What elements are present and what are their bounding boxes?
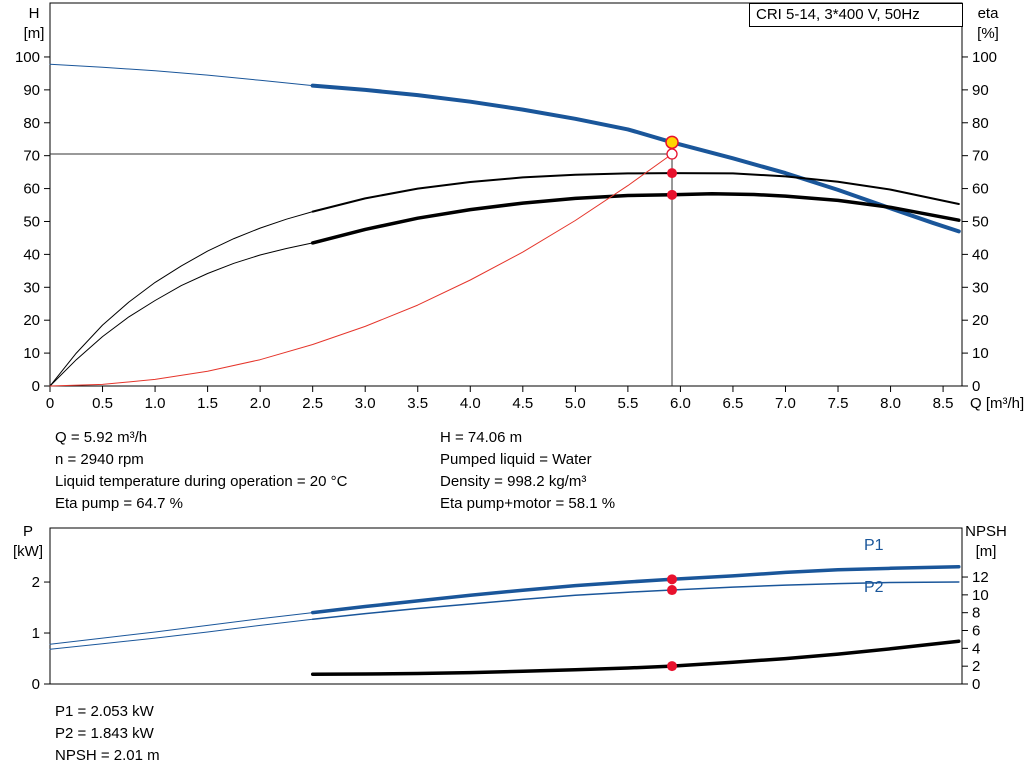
y-left-tick-label: 50 xyxy=(23,213,40,230)
y-right-tick-label: 12 xyxy=(972,569,989,586)
eta-axis-label: eta xyxy=(977,5,999,22)
p1-curve-thin xyxy=(49,612,314,645)
y-left-tick-label: 0 xyxy=(32,378,40,395)
p1-duty-point xyxy=(667,574,678,585)
p2-curve-thin xyxy=(49,618,314,650)
y-right-tick-label: 70 xyxy=(972,148,989,165)
npsh-axis-label: NPSH xyxy=(965,523,1007,540)
y-left-tick-label: 80 xyxy=(23,115,40,132)
flow-value: Q = 5.92 m³/h xyxy=(55,429,148,446)
density-value: Density = 998.2 kg/m³ xyxy=(440,473,587,490)
p1-curve-label: P1 xyxy=(864,537,884,554)
y-left-tick-label: 1 xyxy=(32,625,40,642)
x-axis-label: Q [m³/h] xyxy=(970,395,1024,412)
duty-info-left-column: Q = 5.92 m³/h n = 2940 rpm Liquid temper… xyxy=(55,428,347,516)
pumped-liquid-value: Pumped liquid = Water xyxy=(440,451,592,468)
eta-pump-motor-value: Eta pump+motor = 58.1 % xyxy=(440,495,616,512)
y-left-tick-label: 70 xyxy=(23,148,40,165)
p2-duty-point xyxy=(667,585,678,596)
y-left-tick-label: 20 xyxy=(23,312,40,329)
actual-duty-point xyxy=(665,135,679,150)
eta-pump-value: Eta pump = 64.7 % xyxy=(55,495,183,512)
eta-axis-unit: [%] xyxy=(977,25,999,42)
y-right-tick-label: 2 xyxy=(972,658,980,675)
result-panel: P1 = 2.053 kW P2 = 1.843 kW NPSH = 2.01 … xyxy=(55,702,160,768)
h-q-chart-frame xyxy=(49,2,963,387)
y-right-tick-label: 0 xyxy=(972,676,980,693)
p2-curve xyxy=(311,581,960,621)
y-left-tick-label: 30 xyxy=(23,279,40,296)
y-right-tick-label: 90 xyxy=(972,82,989,99)
power-npsh-chart-frame xyxy=(49,527,963,685)
x-tick-label: 6.0 xyxy=(670,395,691,412)
eta-pump-duty-point xyxy=(667,168,678,179)
y-right-tick-label: 10 xyxy=(972,345,989,362)
y-right-tick-label: 60 xyxy=(972,181,989,198)
x-tick-label: 1.0 xyxy=(145,395,166,412)
y-right-tick-label: 80 xyxy=(972,115,989,132)
y-right-tick-label: 0 xyxy=(972,378,980,395)
npsh-value: NPSH = 2.01 m xyxy=(55,747,160,764)
x-tick-label: 0 xyxy=(46,395,54,412)
y-left-tick-label: 40 xyxy=(23,246,40,263)
p2-curve-label: P2 xyxy=(864,579,884,596)
duty-info-right-column: H = 74.06 m Pumped liquid = Water Densit… xyxy=(440,428,615,516)
npsh-duty-point xyxy=(667,661,678,672)
h-axis-unit: [m] xyxy=(23,25,45,42)
y-right-tick-label: 20 xyxy=(972,312,989,329)
x-tick-label: 5.0 xyxy=(565,395,586,412)
eta-pump-curve-thin xyxy=(49,211,314,387)
npsh-axis-unit: [m] xyxy=(975,543,997,560)
head-curve xyxy=(310,83,961,234)
x-tick-label: 0.5 xyxy=(92,395,113,412)
eta-pump-motor-curve-thin xyxy=(49,242,314,387)
y-right-tick-label: 40 xyxy=(972,246,989,263)
y-left-tick-label: 90 xyxy=(23,82,40,99)
head-value: H = 74.06 m xyxy=(440,429,523,446)
y-left-tick-label: 10 xyxy=(23,345,40,362)
y-right-tick-label: 6 xyxy=(972,623,980,640)
x-tick-label: 1.5 xyxy=(197,395,218,412)
x-tick-label: 3.0 xyxy=(355,395,376,412)
eta-pump-motor-duty-point xyxy=(667,189,678,200)
y-right-tick-label: 50 xyxy=(972,213,989,230)
x-tick-label: 5.5 xyxy=(617,395,638,412)
eta-pump-curve xyxy=(311,172,960,213)
x-tick-label: 4.5 xyxy=(512,395,533,412)
x-tick-label: 4.0 xyxy=(460,395,481,412)
y-left-tick-label: 60 xyxy=(23,181,40,198)
y-left-tick-label: 100 xyxy=(15,49,40,66)
y-right-tick-label: 100 xyxy=(972,49,997,66)
h-axis-label: H xyxy=(28,5,40,22)
x-tick-label: 7.0 xyxy=(775,395,796,412)
x-tick-label: 7.5 xyxy=(828,395,849,412)
x-tick-label: 6.5 xyxy=(723,395,744,412)
y-right-tick-label: 10 xyxy=(972,587,989,604)
system-curve xyxy=(49,153,673,387)
temperature-value: Liquid temperature during operation = 20… xyxy=(55,473,348,490)
p1-value: P1 = 2.053 kW xyxy=(55,703,154,720)
x-tick-label: 2.5 xyxy=(302,395,323,412)
y-right-tick-label: 4 xyxy=(972,640,980,657)
speed-value: n = 2940 rpm xyxy=(55,451,144,468)
pump-title-box: CRI 5-14, 3*400 V, 50Hz xyxy=(749,3,963,27)
x-tick-label: 2.0 xyxy=(250,395,271,412)
x-tick-label: 8.5 xyxy=(933,395,954,412)
y-right-tick-label: 8 xyxy=(972,605,980,622)
requested-duty-point xyxy=(666,148,678,160)
y-left-tick-label: 0 xyxy=(32,676,40,693)
x-tick-label: 8.0 xyxy=(880,395,901,412)
p-axis-label: P xyxy=(22,523,33,540)
npsh-curve xyxy=(310,639,961,676)
eta-pump-motor-curve xyxy=(310,192,961,245)
p-axis-unit: [kW] xyxy=(13,543,43,560)
y-right-tick-label: 30 xyxy=(972,279,989,296)
p2-value: P2 = 1.843 kW xyxy=(55,725,154,742)
y-left-tick-label: 2 xyxy=(32,574,40,591)
x-tick-label: 3.5 xyxy=(407,395,428,412)
head-curve-thin xyxy=(49,63,314,87)
p1-curve xyxy=(310,564,961,615)
